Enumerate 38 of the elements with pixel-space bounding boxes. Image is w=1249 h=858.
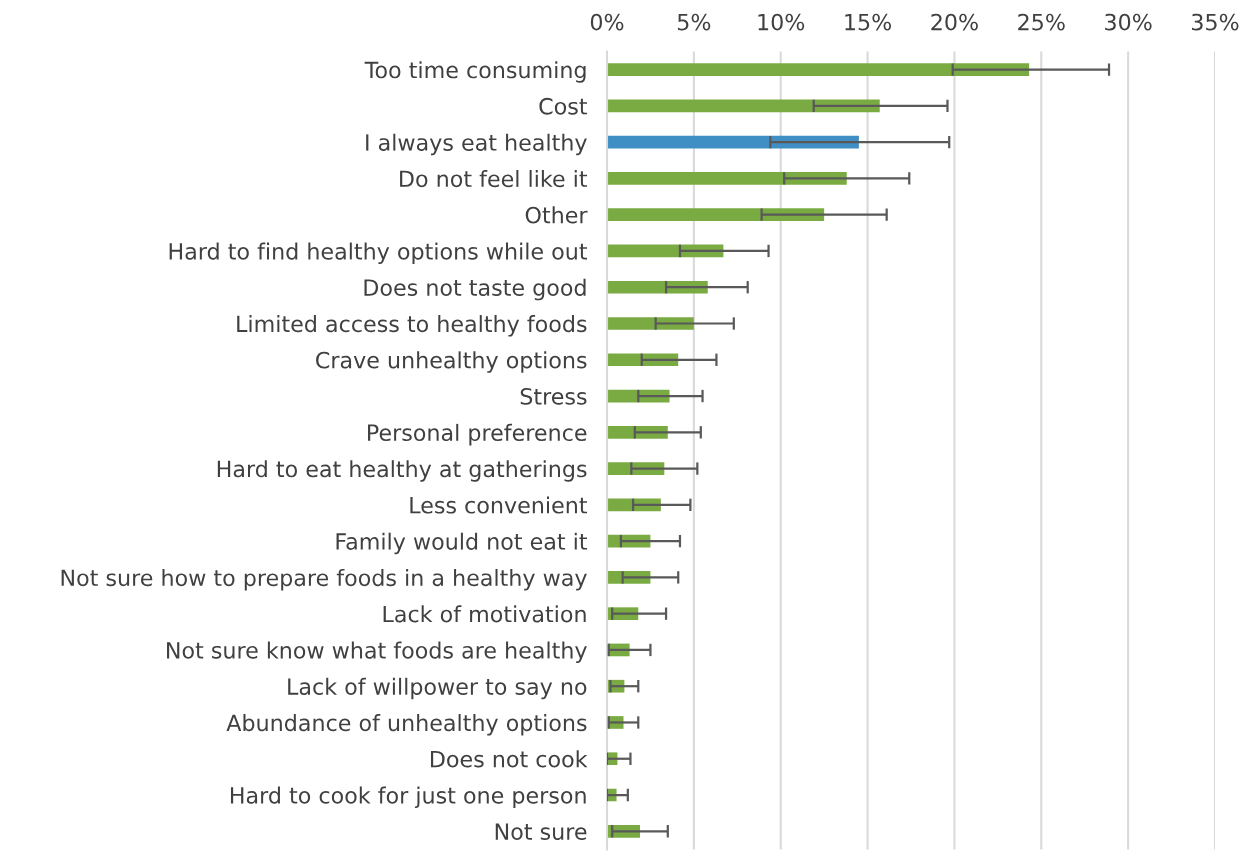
- y-tick-label: I always eat healthy: [366, 133, 587, 156]
- x-tick-label: 15%: [845, 13, 892, 31]
- y-tick-label: Does not cook: [430, 750, 588, 768]
- x-tick-label: 20%: [931, 13, 978, 31]
- bar: [607, 63, 1030, 76]
- bar: [607, 172, 847, 185]
- y-tick-label: Not sure how to prepare foods in a healthy way: [61, 568, 587, 591]
- y-tick-label: Crave unhealthy options: [316, 351, 587, 373]
- y-tick-label: Hard to cook for just one person: [230, 786, 586, 809]
- y-tick-label: Less convenient: [410, 496, 588, 514]
- y-tick-label: Lack of motivation: [383, 605, 586, 623]
- y-tick-label: Stress: [520, 387, 587, 405]
- y-tick-label: Limited access to healthy foods: [237, 315, 587, 337]
- bar: [607, 99, 880, 113]
- y-tick-label: Not sure know what foods are healthy: [167, 641, 587, 663]
- bar: [607, 353, 679, 367]
- bar: [607, 280, 708, 294]
- x-tick-label: 35%: [1192, 13, 1239, 31]
- bar: [607, 244, 724, 258]
- y-tick-label: Does not taste good: [364, 278, 586, 301]
- x-tick-label: 5%: [677, 13, 711, 31]
- x-tick-label: 30%: [1105, 13, 1152, 31]
- y-tick-label: Not sure: [495, 823, 587, 841]
- y-tick-label: Hard to find healthy options while out: [169, 242, 588, 265]
- bar: [607, 135, 859, 149]
- y-tick-label: Too time consuming: [364, 61, 586, 83]
- y-tick-label: Hard to eat healthy at gatherings: [217, 460, 587, 482]
- x-tick-label: 25%: [1018, 13, 1065, 31]
- bar: [607, 208, 825, 222]
- y-tick-label: Other: [525, 206, 588, 224]
- y-tick-label: Do not feel like it: [400, 169, 588, 188]
- y-tick-label: Lack of willpower to say no: [288, 677, 587, 700]
- y-tick-label: Cost: [539, 97, 588, 115]
- y-tick-label: Abundance of unhealthy options: [226, 714, 587, 736]
- x-tick-label: 10%: [758, 13, 805, 31]
- y-tick-label: Family would not eat it: [336, 532, 588, 555]
- y-tick-label: Personal preference: [368, 423, 587, 446]
- x-tick-label: 0%: [590, 13, 624, 31]
